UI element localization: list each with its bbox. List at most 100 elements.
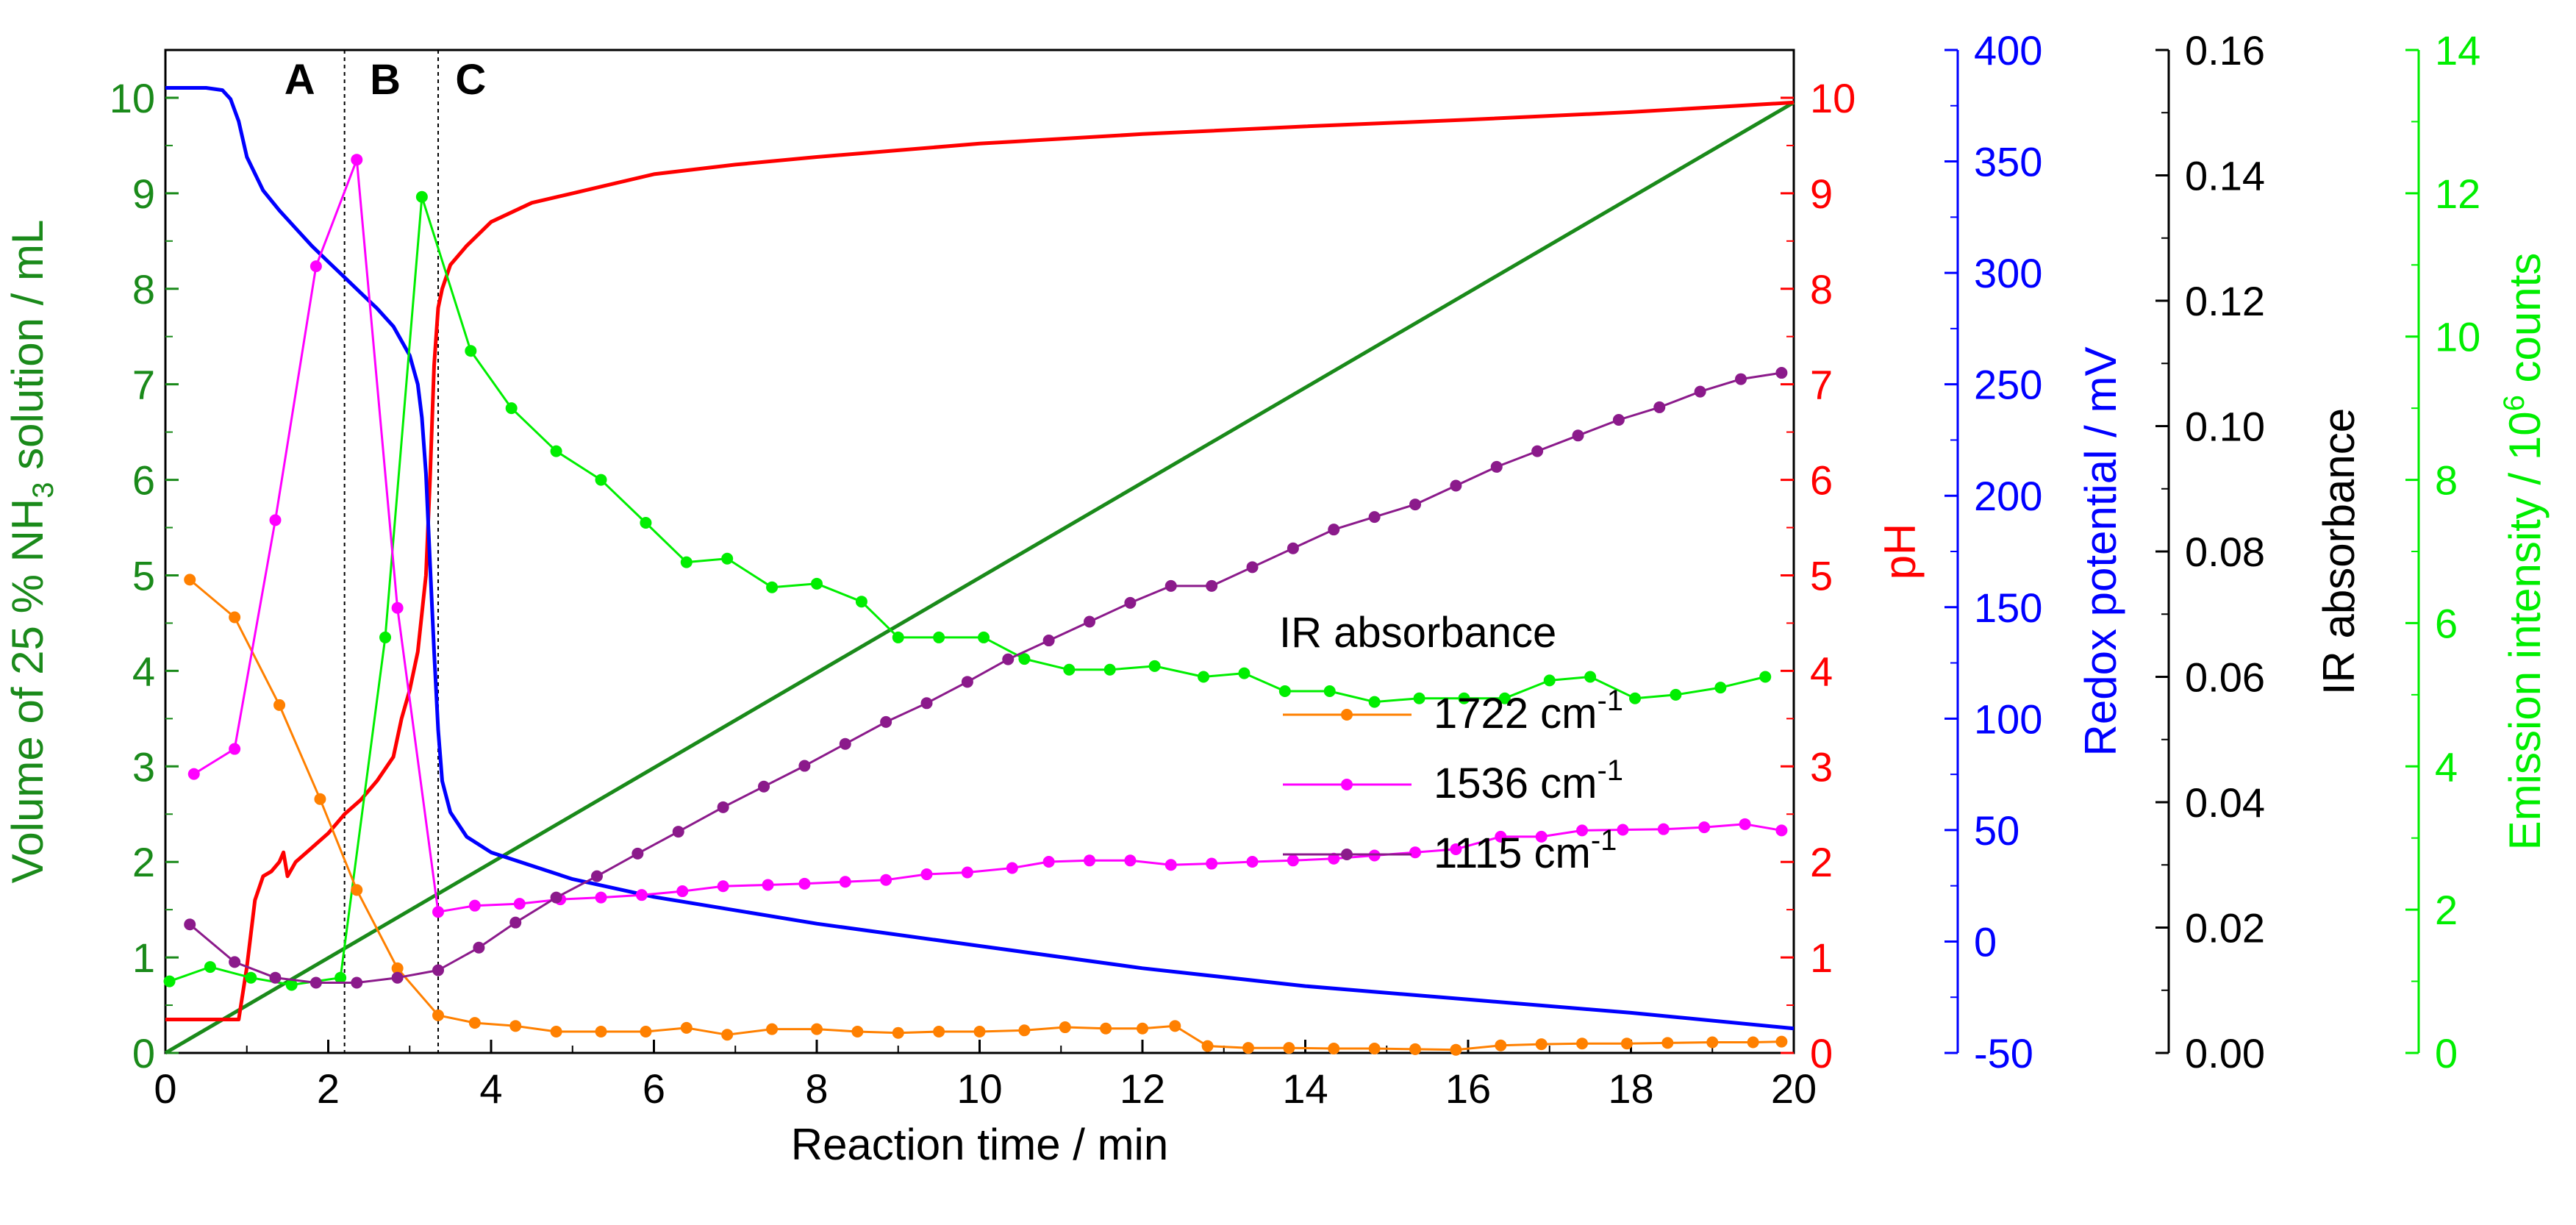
- x-tick-label: 18: [1608, 1065, 1653, 1112]
- y-tick-label-ph: 5: [1810, 552, 1833, 599]
- y-tick-label-redox: 100: [1974, 696, 2042, 742]
- y-tick-label-vol: 6: [132, 457, 155, 504]
- data-point: [798, 760, 811, 772]
- data-point: [1368, 696, 1381, 708]
- data-point: [595, 474, 607, 486]
- data-point: [1206, 579, 1218, 592]
- y-axis-label-ir: IR absorbance: [2314, 408, 2364, 695]
- y-tick-label-ir: 0.14: [2185, 153, 2265, 199]
- x-tick-label: 0: [154, 1065, 176, 1112]
- data-point: [1100, 1022, 1112, 1035]
- data-point: [391, 971, 404, 984]
- data-point: [721, 552, 734, 565]
- data-point: [1164, 579, 1177, 592]
- y-tick-label-vol: 3: [132, 743, 155, 790]
- data-point: [1775, 824, 1788, 837]
- data-point: [269, 514, 282, 526]
- y-tick-label-vol: 9: [132, 171, 155, 217]
- data-point: [1278, 685, 1291, 697]
- data-point: [334, 971, 347, 984]
- data-point: [1661, 1037, 1674, 1049]
- y-tick-label-ir: 0.08: [2185, 529, 2265, 575]
- y-tick-label-ph: 0: [1810, 1030, 1833, 1076]
- data-point: [1124, 854, 1137, 867]
- data-point: [640, 517, 652, 529]
- data-point: [590, 870, 603, 882]
- axis-label-part: counts: [2500, 253, 2550, 395]
- data-point: [1739, 818, 1751, 830]
- legend-label-text: 1722 cm: [1434, 690, 1597, 738]
- y-tick-label-em: 2: [2435, 887, 2458, 933]
- data-point: [468, 1017, 481, 1029]
- data-point: [811, 577, 823, 590]
- legend-label-text: 1115 cm: [1434, 829, 1591, 877]
- data-point: [473, 941, 485, 954]
- data-point: [1238, 667, 1251, 679]
- y-tick-label-ph: 9: [1810, 171, 1833, 217]
- series-line: [165, 100, 1795, 1021]
- data-point: [933, 631, 945, 643]
- y-tick-label-em: 6: [2435, 600, 2458, 646]
- data-point: [550, 1026, 562, 1038]
- data-point: [961, 676, 973, 688]
- series-ph: [165, 100, 1795, 1021]
- series-line: [169, 196, 1766, 986]
- data-point: [721, 1029, 734, 1041]
- axis-label-part: Volume of 25 % NH: [3, 499, 52, 884]
- y-tick-label-redox: 50: [1974, 807, 2019, 854]
- data-point: [314, 793, 326, 805]
- data-point: [1576, 1038, 1589, 1050]
- y-tick-label-vol: 10: [110, 75, 155, 121]
- legend-swatch-marker: [1341, 849, 1353, 860]
- y-tick-label-redox: 150: [1974, 585, 2042, 631]
- data-point: [310, 260, 322, 273]
- x-tick-label: 4: [479, 1065, 502, 1112]
- data-point: [1328, 852, 1340, 865]
- data-point: [1169, 1020, 1181, 1032]
- y-tick-label-redox: -50: [1974, 1030, 2033, 1076]
- data-point: [1242, 1042, 1254, 1054]
- data-point: [513, 898, 526, 910]
- y-tick-label-ir: 0.06: [2185, 654, 2265, 701]
- data-point: [1042, 635, 1055, 647]
- y-tick-label-ph: 8: [1810, 266, 1833, 312]
- legend-label-superscript: -1: [1591, 824, 1617, 857]
- data-point: [595, 891, 607, 904]
- data-point: [351, 976, 363, 989]
- series-ir: [184, 574, 1788, 1056]
- y-tick-label-ir: 0.00: [2185, 1030, 2265, 1076]
- data-point: [839, 738, 851, 750]
- data-point: [351, 884, 363, 896]
- data-point: [163, 975, 176, 988]
- y-tick-label-vol: 8: [132, 266, 155, 312]
- data-point: [766, 581, 779, 593]
- series-ir: [184, 367, 1788, 989]
- series-ir: [187, 154, 1788, 918]
- data-point: [1714, 682, 1727, 694]
- data-point: [1006, 862, 1018, 874]
- data-point: [1450, 843, 1462, 855]
- data-point: [505, 402, 518, 415]
- y-tick-label-vol: 5: [132, 552, 155, 599]
- data-point: [245, 971, 257, 984]
- data-point: [391, 962, 404, 974]
- legend-label-text: 1536 cm: [1434, 760, 1597, 807]
- data-point: [1042, 855, 1055, 868]
- y-tick-label-redox: 250: [1974, 362, 2042, 408]
- data-point: [961, 866, 973, 879]
- data-point: [1124, 596, 1137, 609]
- data-point: [595, 1026, 607, 1038]
- legend-label-superscript: -1: [1597, 685, 1623, 717]
- series-line: [193, 158, 1782, 913]
- x-tick-label: 10: [956, 1065, 1002, 1112]
- y-tick-label-redox: 400: [1974, 27, 2042, 74]
- y-tick-label-ph: 10: [1810, 75, 1856, 121]
- data-point: [680, 556, 693, 568]
- data-point: [184, 574, 196, 586]
- data-point: [204, 961, 216, 974]
- y-tick-label-ir: 0.04: [2185, 779, 2265, 826]
- data-point: [1103, 663, 1116, 676]
- y-tick-label-em: 10: [2435, 314, 2480, 360]
- axis-label-superscript: 6: [2498, 395, 2530, 411]
- data-point: [892, 1026, 904, 1039]
